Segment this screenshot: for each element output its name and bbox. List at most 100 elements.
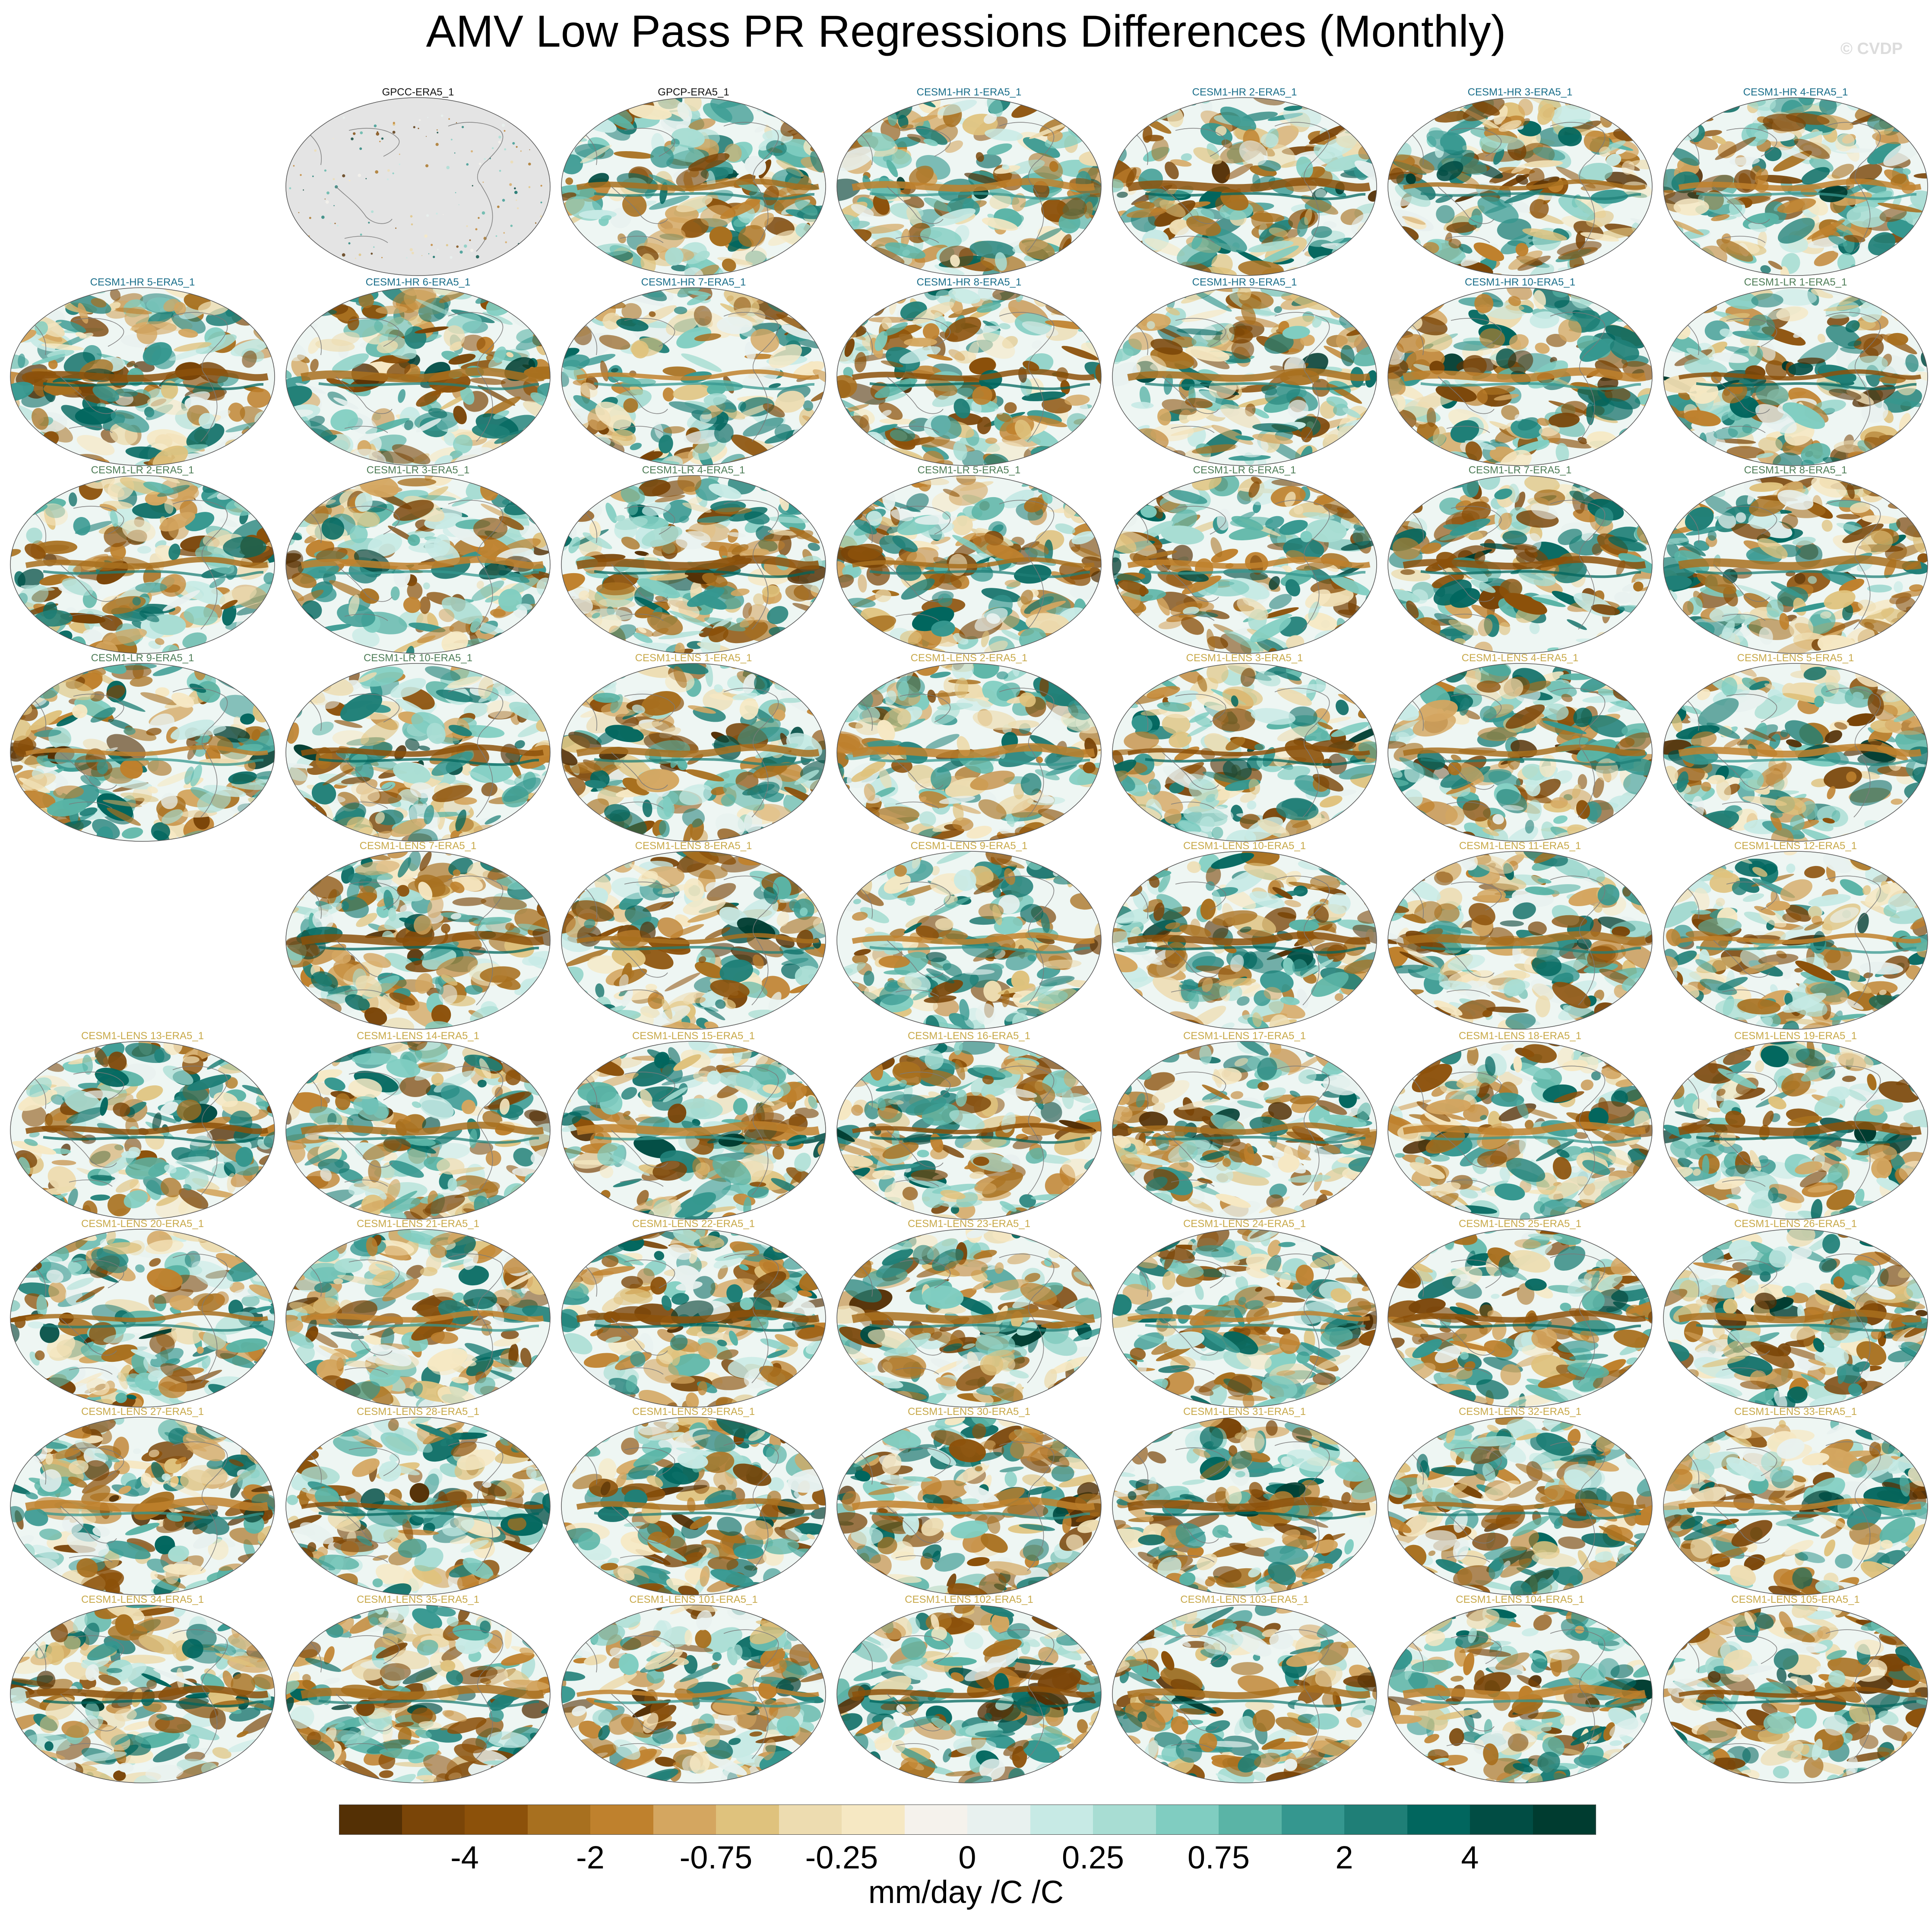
panel-label: CESM1-HR 1-ERA5_1	[916, 86, 1022, 98]
panel-label: CESM1-HR 5-ERA5_1	[90, 276, 195, 288]
panel-label: GPCP-ERA5_1	[658, 86, 729, 98]
colorbar-tick-label: 4	[1461, 1840, 1479, 1875]
robinson-map	[836, 1417, 1102, 1595]
map-panel: CESM1-HR 4-ERA5_1	[1657, 86, 1932, 281]
robinson-map	[1663, 475, 1928, 654]
robinson-map	[561, 1229, 826, 1408]
map-panel: CESM1-LENS 11-ERA5_1	[1382, 840, 1658, 1034]
panel-label: CESM1-LR 9-ERA5_1	[91, 652, 194, 664]
robinson-map	[1112, 1229, 1377, 1408]
panel-label: CESM1-LENS 32-ERA5_1	[1458, 1406, 1582, 1418]
robinson-map	[1387, 97, 1653, 276]
map-panel: CESM1-LENS 9-ERA5_1	[831, 840, 1107, 1034]
map-panel: GPCP-ERA5_1	[555, 86, 832, 281]
colorbar-segment	[1470, 1805, 1533, 1835]
robinson-map	[1663, 1417, 1928, 1595]
robinson-map	[1387, 851, 1653, 1030]
panel-label: CESM1-LENS 15-ERA5_1	[632, 1030, 755, 1042]
robinson-map	[10, 1605, 275, 1783]
map-panel: CESM1-LENS 27-ERA5_1	[4, 1406, 281, 1600]
robinson-map	[836, 475, 1102, 654]
robinson-map	[1112, 1605, 1377, 1783]
panel-label: CESM1-LENS 20-ERA5_1	[81, 1218, 204, 1230]
panel-label: CESM1-LR 5-ERA5_1	[917, 464, 1021, 476]
robinson-map	[285, 1605, 551, 1783]
panel-label: CESM1-LENS 27-ERA5_1	[81, 1406, 204, 1418]
panel-label: CESM1-LENS 19-ERA5_1	[1734, 1030, 1857, 1042]
colorbar-segment	[402, 1805, 465, 1835]
panel-label: CESM1-LENS 14-ERA5_1	[356, 1030, 480, 1042]
map-panel: CESM1-HR 9-ERA5_1	[1106, 276, 1383, 471]
panel-label: CESM1-LENS 9-ERA5_1	[910, 840, 1028, 852]
map-panel: CESM1-LENS 13-ERA5_1	[4, 1030, 281, 1224]
robinson-map	[1387, 1605, 1653, 1783]
panel-label: CESM1-LENS 103-ERA5_1	[1180, 1594, 1309, 1605]
map-panel: CESM1-LR 9-ERA5_1	[4, 652, 281, 847]
robinson-map	[561, 1417, 826, 1595]
map-panel: CESM1-LENS 30-ERA5_1	[831, 1406, 1107, 1600]
colorbar-tick-label: -2	[576, 1840, 605, 1875]
map-panel: CESM1-LR 4-ERA5_1	[555, 464, 832, 659]
map-panel: CESM1-HR 2-ERA5_1	[1106, 86, 1383, 281]
robinson-map	[561, 97, 826, 276]
panel-label: CESM1-LENS 28-ERA5_1	[356, 1406, 480, 1418]
map-panel: CESM1-LENS 31-ERA5_1	[1106, 1406, 1383, 1600]
robinson-map	[285, 1417, 551, 1595]
robinson-map	[1387, 1417, 1653, 1595]
panel-label: CESM1-LENS 101-ERA5_1	[629, 1594, 758, 1605]
colorbar-tick-label: -4	[450, 1840, 479, 1875]
map-panel: CESM1-LENS 105-ERA5_1	[1657, 1594, 1932, 1788]
panel-label: CESM1-LENS 24-ERA5_1	[1183, 1218, 1306, 1230]
robinson-map	[836, 851, 1102, 1030]
colorbar-segment	[1156, 1805, 1219, 1835]
colorbar-segment	[1407, 1805, 1470, 1835]
map-panel: CESM1-LR 3-ERA5_1	[280, 464, 556, 659]
panel-label: CESM1-HR 6-ERA5_1	[365, 276, 471, 288]
panel-label: CESM1-LR 7-ERA5_1	[1468, 464, 1572, 476]
robinson-map	[10, 287, 275, 466]
panel-label: CESM1-LENS 7-ERA5_1	[359, 840, 477, 852]
map-panel: CESM1-LENS 24-ERA5_1	[1106, 1218, 1383, 1412]
map-panel: CESM1-LENS 102-ERA5_1	[831, 1594, 1107, 1788]
panel-label: CESM1-LENS 1-ERA5_1	[635, 652, 752, 664]
panel-label: CESM1-LENS 102-ERA5_1	[905, 1594, 1033, 1605]
map-panel: CESM1-LENS 8-ERA5_1	[555, 840, 832, 1034]
colorbar-segment	[590, 1805, 653, 1835]
map-panel: CESM1-HR 8-ERA5_1	[831, 276, 1107, 471]
robinson-map	[1112, 1417, 1377, 1595]
map-panel: CESM1-LR 2-ERA5_1	[4, 464, 281, 659]
panel-label: CESM1-LENS 17-ERA5_1	[1183, 1030, 1306, 1042]
figure-title: AMV Low Pass PR Regressions Differences …	[426, 6, 1506, 57]
robinson-map	[836, 1041, 1102, 1220]
panel-label: CESM1-LENS 18-ERA5_1	[1458, 1030, 1582, 1042]
colorbar-tick-label: 0.75	[1187, 1840, 1250, 1875]
panel-label: CESM1-LR 10-ERA5_1	[363, 652, 473, 664]
panel-label: CESM1-LENS 26-ERA5_1	[1734, 1218, 1857, 1230]
panel-label: CESM1-LR 1-ERA5_1	[1744, 276, 1847, 288]
robinson-map	[10, 1229, 275, 1408]
map-panel: CESM1-LR 10-ERA5_1	[280, 652, 556, 847]
map-panel: CESM1-LENS 18-ERA5_1	[1382, 1030, 1658, 1224]
robinson-map	[285, 663, 551, 842]
map-panel: CESM1-LENS 22-ERA5_1	[555, 1218, 832, 1412]
colorbar-tick-label: -0.25	[805, 1840, 878, 1875]
panel-label: CESM1-LENS 104-ERA5_1	[1456, 1594, 1584, 1605]
robinson-map	[285, 287, 551, 466]
map-panel: CESM1-LENS 32-ERA5_1	[1382, 1406, 1658, 1600]
robinson-map	[1387, 287, 1653, 466]
colorbar-segment	[1281, 1805, 1345, 1835]
map-panel: CESM1-HR 6-ERA5_1	[280, 276, 556, 471]
panel-label: CESM1-LENS 34-ERA5_1	[81, 1594, 204, 1605]
colorbar-segment	[1030, 1805, 1093, 1835]
map-panel: CESM1-LENS 1-ERA5_1	[555, 652, 832, 847]
map-panel: CESM1-LENS 25-ERA5_1	[1382, 1218, 1658, 1412]
colorbar-tick-label: 2	[1335, 1840, 1353, 1875]
panel-label: CESM1-HR 4-ERA5_1	[1743, 86, 1848, 98]
map-panel: CESM1-LENS 29-ERA5_1	[555, 1406, 832, 1600]
robinson-map	[10, 475, 275, 654]
robinson-map	[1112, 287, 1377, 466]
robinson-map	[561, 287, 826, 466]
colorbar-segment	[653, 1805, 716, 1835]
colorbar-segment	[339, 1805, 402, 1835]
panel-label: CESM1-HR 9-ERA5_1	[1192, 276, 1297, 288]
